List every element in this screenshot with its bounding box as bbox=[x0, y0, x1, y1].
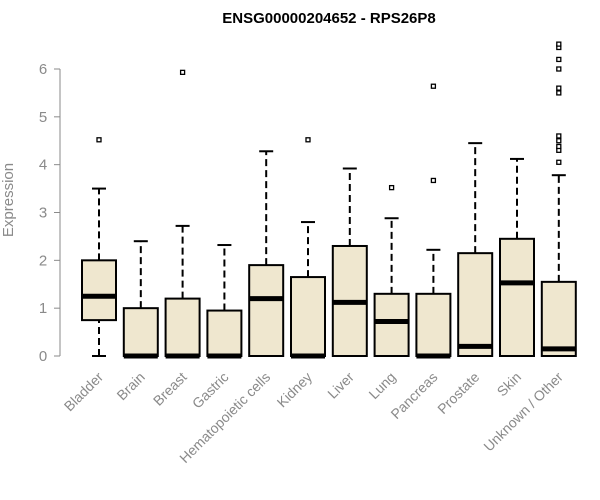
box-bladder bbox=[81, 137, 117, 357]
iqr-box bbox=[373, 292, 410, 358]
x-tick-label: Breast bbox=[150, 369, 190, 409]
x-tick-label: Liver bbox=[324, 369, 357, 402]
y-tick-label: 1 bbox=[39, 300, 47, 317]
iqr-box bbox=[206, 309, 243, 357]
y-axis-label: Expression bbox=[0, 163, 17, 237]
box-lung bbox=[373, 184, 410, 358]
x-tick-label: Skin bbox=[494, 369, 525, 400]
y-tick-label: 3 bbox=[39, 205, 47, 222]
box-skin bbox=[499, 157, 535, 357]
y-tick-label: 2 bbox=[39, 252, 47, 269]
box-hematopoietic-cells bbox=[248, 150, 285, 357]
box-kidney bbox=[290, 137, 326, 359]
y-tick-label: 6 bbox=[39, 61, 47, 78]
iqr-box bbox=[122, 307, 159, 357]
iqr-box bbox=[499, 237, 535, 357]
y-tick-label: 0 bbox=[39, 348, 47, 365]
outlier-point bbox=[556, 66, 562, 72]
iqr-box bbox=[248, 264, 285, 357]
x-tick-label: Kidney bbox=[274, 369, 316, 411]
outlier-point bbox=[556, 159, 562, 165]
y-axis: 0 1 2 3 4 5 6 bbox=[39, 61, 61, 365]
y-tick-label: 4 bbox=[39, 157, 47, 174]
iqr-box bbox=[457, 252, 494, 358]
outlier-point bbox=[96, 137, 102, 143]
box-liver bbox=[331, 167, 368, 358]
box-brain bbox=[122, 240, 159, 359]
box-unknown-other bbox=[540, 41, 577, 358]
outlier-point bbox=[556, 90, 562, 96]
x-tick-label: Brain bbox=[113, 369, 147, 403]
box-pancreas bbox=[415, 83, 452, 359]
iqr-box bbox=[164, 297, 201, 358]
x-tick-label: Lung bbox=[365, 369, 398, 402]
outlier-point bbox=[305, 137, 311, 143]
outlier-point bbox=[556, 41, 562, 47]
box-prostate bbox=[457, 142, 494, 358]
x-tick-label: Unknown / Other bbox=[480, 369, 566, 455]
outlier-point bbox=[556, 85, 562, 91]
chart-title: ENSG00000204652 - RPS26P8 bbox=[222, 10, 435, 27]
outlier-point bbox=[430, 83, 437, 89]
outlier-point bbox=[388, 184, 395, 191]
box-breast bbox=[164, 69, 201, 359]
iqr-box bbox=[290, 276, 326, 358]
iqr-box bbox=[81, 259, 117, 322]
outlier-point bbox=[556, 138, 562, 144]
outlier-point bbox=[179, 69, 186, 75]
x-tick-label: Prostate bbox=[434, 369, 482, 417]
outlier-point bbox=[556, 56, 562, 63]
x-tick-label: Bladder bbox=[61, 369, 107, 415]
boxes-group bbox=[81, 41, 577, 359]
outlier-point bbox=[430, 177, 437, 184]
iqr-box bbox=[540, 280, 577, 358]
outlier-point bbox=[556, 143, 562, 150]
iqr-box bbox=[415, 292, 452, 358]
y-tick-label: 5 bbox=[39, 109, 47, 126]
box-gastric bbox=[206, 244, 243, 359]
outlier-point bbox=[556, 133, 562, 139]
